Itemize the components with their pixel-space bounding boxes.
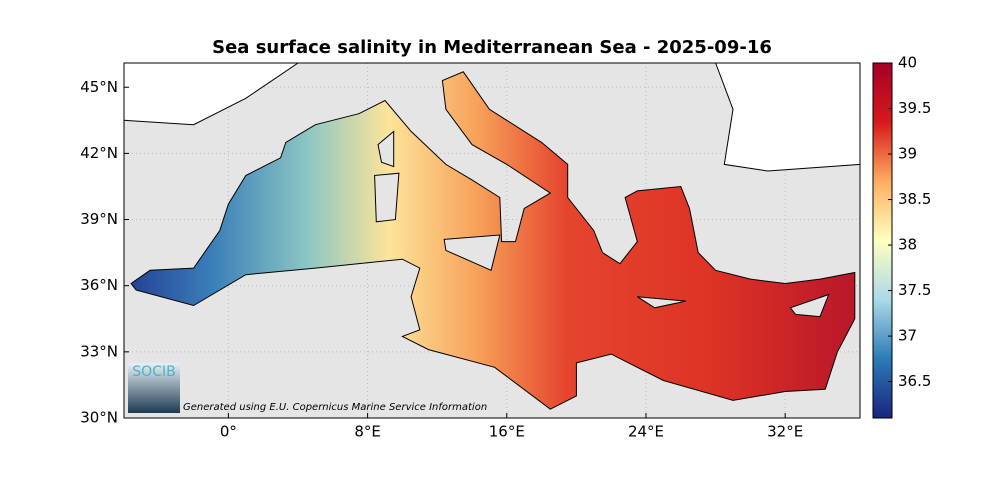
colorbar-tick-label: 39 bbox=[898, 145, 917, 163]
island bbox=[789, 293, 830, 318]
y-tick-label: 30°N bbox=[80, 409, 118, 427]
colorbar-tick-label: 36.5 bbox=[898, 372, 931, 390]
credit: Generated using E.U. Copernicus Marine S… bbox=[183, 402, 487, 413]
colorbar-tick-label: 38 bbox=[898, 236, 917, 254]
y-tick-label: 42°N bbox=[80, 144, 118, 162]
x-tick-label: 0° bbox=[220, 423, 237, 441]
logo: SOCIB bbox=[132, 364, 175, 380]
colorbar-tick-label: 39.5 bbox=[898, 99, 931, 117]
land-outside bbox=[714, 62, 861, 172]
y-tick-label: 33°N bbox=[80, 342, 118, 360]
y-tick-label: 45°N bbox=[80, 78, 118, 96]
island bbox=[377, 130, 395, 168]
x-tick-label: 24°E bbox=[628, 423, 664, 441]
logo-box bbox=[128, 363, 180, 413]
x-tick-label: 8°E bbox=[354, 423, 381, 441]
y-tick-label: 36°N bbox=[80, 276, 118, 294]
island bbox=[443, 234, 501, 271]
colorbar-tick-label: 37 bbox=[898, 327, 917, 345]
island bbox=[374, 172, 400, 223]
colorbar bbox=[872, 62, 893, 419]
colorbar-tick-label: 40 bbox=[898, 54, 917, 72]
map-title: Sea surface salinity in Mediterranean Se… bbox=[212, 37, 772, 58]
plot-frame bbox=[123, 62, 861, 419]
colorbar-tick-label: 37.5 bbox=[898, 281, 931, 299]
y-tick-label: 39°N bbox=[80, 210, 118, 228]
x-tick-label: 32°E bbox=[767, 423, 803, 441]
island bbox=[637, 296, 687, 309]
colorbar-tick-label: 38.5 bbox=[898, 190, 931, 208]
x-tick-label: 16°E bbox=[489, 423, 525, 441]
